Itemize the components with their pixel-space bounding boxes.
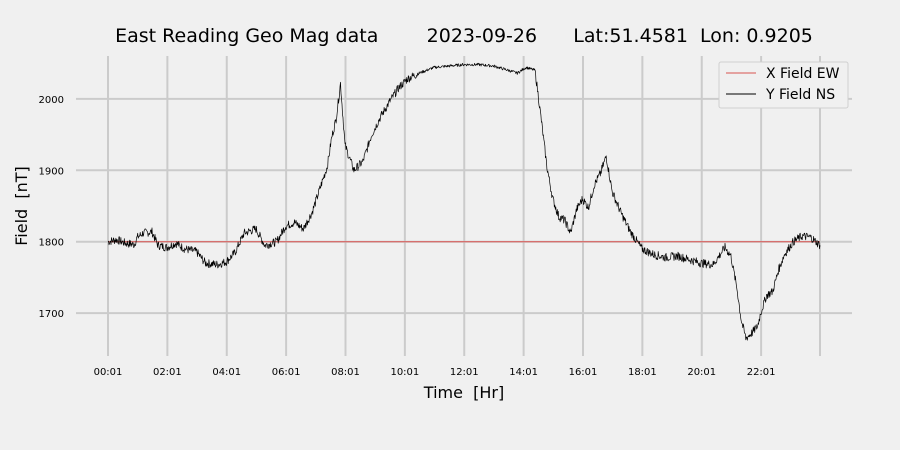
- tick-layer: 00:01 02:01 04:01 06:01 08:01 10:01 12:01 14:01…: [39, 95, 776, 378]
- x-tick-label-1: 02:01: [153, 367, 182, 378]
- y-tick-label-0: 1700: [39, 309, 64, 320]
- x-tick-label-10: 20:01: [687, 367, 716, 378]
- x-tick-label-0: 00:01: [94, 367, 123, 378]
- y-tick-label-2: 1900: [39, 166, 64, 177]
- x-tick-label-7: 14:01: [509, 367, 538, 378]
- x-tick-label-11: 22:01: [747, 367, 776, 378]
- x-tick-label-3: 06:01: [272, 367, 301, 378]
- x-tick-label-6: 12:01: [450, 367, 479, 378]
- x-tick-label-4: 08:01: [331, 367, 360, 378]
- y-axis-label: Field [nT]: [12, 166, 31, 246]
- legend-label-y-field: Y Field NS: [765, 87, 835, 103]
- legend: X Field EW Y Field NS: [718, 61, 849, 109]
- y-tick-label-3: 2000: [39, 95, 64, 106]
- legend-label-x-field: X Field EW: [766, 66, 840, 82]
- x-tick-label-8: 16:01: [569, 367, 598, 378]
- x-tick-label-9: 18:01: [628, 367, 657, 378]
- x-axis-label: Time [Hr]: [423, 383, 504, 402]
- series-layer: [107, 62, 821, 341]
- x-tick-label-5: 10:01: [390, 367, 419, 378]
- chart-title: East Reading Geo Mag data 2023-09-26 Lat…: [115, 25, 813, 47]
- x-tick-label-2: 04:01: [212, 367, 241, 378]
- y-tick-label-1: 1800: [39, 238, 64, 249]
- series-line-y-field-ns: [107, 62, 821, 341]
